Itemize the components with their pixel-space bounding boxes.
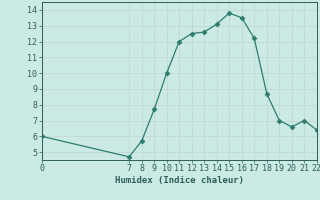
- X-axis label: Humidex (Indice chaleur): Humidex (Indice chaleur): [115, 176, 244, 185]
